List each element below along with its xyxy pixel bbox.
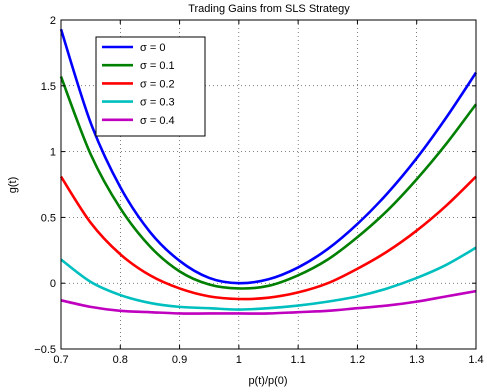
y-tick-label: 1 xyxy=(50,147,56,159)
x-tick-label: 0.7 xyxy=(53,354,68,366)
y-tick-label: −0.5 xyxy=(34,344,56,356)
y-axis-label: g(t) xyxy=(7,177,19,194)
legend-label: σ = 0.1 xyxy=(140,60,175,72)
ticks: 0.7 0.8 0.9 1 1.1 1.2 1.3 1.4 −0.5 0 0.5 1 1.5 2 xyxy=(34,15,483,366)
x-tick-label: 1.3 xyxy=(409,354,424,366)
series-line-4 xyxy=(60,289,477,315)
x-tick-label: 1.2 xyxy=(350,354,365,366)
series-line-2 xyxy=(59,175,477,301)
y-tick-label: 0 xyxy=(50,278,56,290)
x-tick-label: 1.1 xyxy=(290,354,305,366)
x-tick-label: 0.8 xyxy=(113,354,128,366)
legend-label: σ = 0 xyxy=(140,42,165,54)
y-tick-label: 0.5 xyxy=(41,212,56,224)
x-axis-label: p(t)/p(0) xyxy=(248,375,287,387)
y-tick-label: 1.5 xyxy=(41,81,56,93)
legend-label: σ = 0.3 xyxy=(140,97,175,109)
series-line-1 xyxy=(59,76,478,290)
series-line-3 xyxy=(60,246,477,311)
series-layer xyxy=(59,28,478,315)
plot-frame xyxy=(60,19,477,350)
x-tick-label: 0.9 xyxy=(172,354,187,366)
series-line-0 xyxy=(59,28,478,285)
legend-label: σ = 0.4 xyxy=(140,115,175,127)
legend-label: σ = 0.2 xyxy=(140,78,175,90)
legend: σ = 0 σ = 0.1 σ = 0.2 σ = 0.3 σ = 0.4 xyxy=(95,36,206,137)
x-tick-label: 1 xyxy=(236,354,242,366)
chart-title: Trading Gains from SLS Strategy xyxy=(188,3,350,15)
x-tick-label: 1.4 xyxy=(468,354,483,366)
y-tick-label: 2 xyxy=(50,15,56,27)
